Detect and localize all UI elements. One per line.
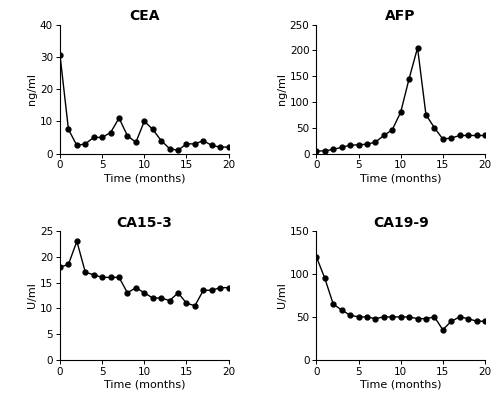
Y-axis label: ng/ml: ng/ml (27, 73, 37, 105)
Y-axis label: U/ml: U/ml (27, 283, 37, 308)
Title: CA19-9: CA19-9 (373, 216, 428, 230)
X-axis label: Time (months): Time (months) (104, 380, 185, 390)
Y-axis label: U/ml: U/ml (277, 283, 287, 308)
Title: CA15-3: CA15-3 (116, 216, 172, 230)
X-axis label: Time (months): Time (months) (360, 380, 442, 390)
X-axis label: Time (months): Time (months) (104, 173, 185, 183)
Title: CEA: CEA (129, 9, 160, 23)
X-axis label: Time (months): Time (months) (360, 173, 442, 183)
Title: AFP: AFP (386, 9, 416, 23)
Y-axis label: ng/ml: ng/ml (277, 73, 287, 105)
